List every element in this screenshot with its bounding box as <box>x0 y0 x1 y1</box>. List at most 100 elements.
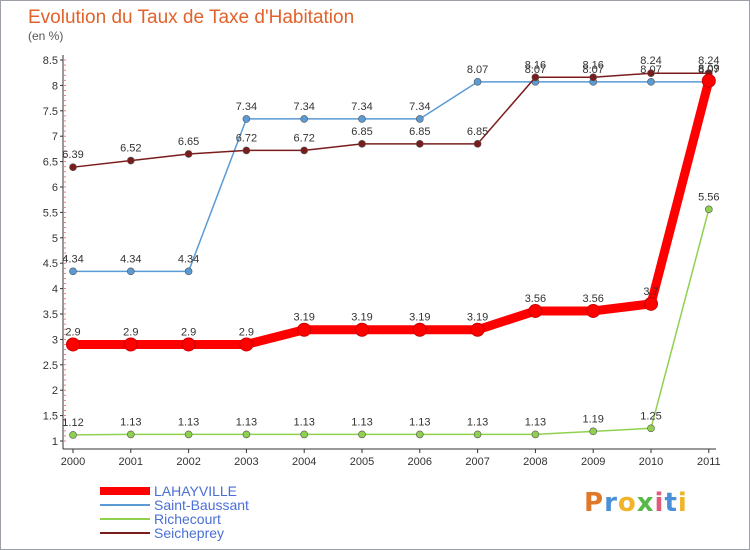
x-tick-label: 2005 <box>350 456 374 468</box>
y-tick-label: 4 <box>52 284 58 296</box>
data-label: 1.12 <box>62 417 83 429</box>
data-label: 2.9 <box>239 326 254 338</box>
y-tick-label: 3.5 <box>43 309 58 321</box>
data-label: 6.72 <box>293 132 314 144</box>
series-line-seicheprey <box>72 72 709 168</box>
data-point <box>586 303 601 318</box>
data-point <box>473 78 482 86</box>
data-label: 3.56 <box>582 293 603 305</box>
x-tick-label: 2001 <box>119 456 143 468</box>
data-point <box>69 267 77 276</box>
data-point <box>473 430 482 439</box>
logo-letter: t <box>664 488 678 518</box>
legend-label-seicheprey: Seicheprey <box>154 525 225 541</box>
logo-letter: x <box>636 488 655 518</box>
data-label: 6.39 <box>62 149 83 161</box>
data-point <box>647 69 655 78</box>
data-label: 2.9 <box>181 326 196 338</box>
data-label: 8.07 <box>525 64 546 76</box>
data-point <box>184 150 193 158</box>
x-tick-label: 2003 <box>234 456 258 468</box>
legend-item-lahayville: LAHAYVILLE <box>100 484 249 498</box>
data-label: 3.19 <box>293 312 314 324</box>
data-label: 1.25 <box>640 410 661 422</box>
y-tick-label: 6.5 <box>43 157 58 169</box>
data-label: 1.13 <box>525 416 546 428</box>
chart-legend: LAHAYVILLE Saint-Baussant Richecourt Sei… <box>100 484 249 540</box>
data-point <box>184 267 193 276</box>
data-point <box>300 115 309 123</box>
data-label: 7.34 <box>236 101 257 113</box>
y-tick-label: 5 <box>52 233 58 245</box>
legend-swatch-lahayville <box>100 487 150 495</box>
data-label: 6.85 <box>351 126 372 138</box>
y-tick-label: 6 <box>52 182 58 194</box>
y-tick-label: 2 <box>52 385 58 397</box>
series-line-richecourt <box>72 209 710 436</box>
data-label: 3.7 <box>643 286 658 298</box>
y-tick-label: 1.5 <box>43 411 58 423</box>
y-tick-label: 7 <box>52 131 58 143</box>
data-label: 1.13 <box>409 416 430 428</box>
data-label: 8.24 <box>698 55 719 67</box>
legend-swatch-seicheprey <box>100 532 150 534</box>
data-point <box>701 73 716 88</box>
data-point <box>589 73 598 82</box>
y-tick-label: 5.5 <box>43 207 58 219</box>
data-point <box>355 322 369 337</box>
data-label: 8.24 <box>640 55 661 67</box>
data-point <box>123 337 138 352</box>
legend-label-richecourt: Richecourt <box>154 511 221 527</box>
data-label: 6.85 <box>467 126 488 138</box>
data-label: 8.07 <box>467 64 488 76</box>
data-label: 4.34 <box>62 253 83 265</box>
data-point <box>66 337 80 352</box>
data-point <box>184 430 193 439</box>
data-label: 6.72 <box>236 132 257 144</box>
logo-letter: i <box>654 488 665 518</box>
data-label: 4.34 <box>120 253 141 265</box>
legend-label-lahayville: LAHAYVILLE <box>154 483 238 499</box>
x-tick-label: 2004 <box>292 456 316 468</box>
data-point <box>181 337 196 352</box>
chart-title: Evolution du Taux de Taxe d'Habitation <box>28 7 355 28</box>
data-label: 8.16 <box>582 59 603 71</box>
data-label: 5.56 <box>698 191 719 203</box>
data-label: 2.9 <box>123 326 138 338</box>
data-label: 3.56 <box>525 293 546 305</box>
y-tick-label: 2.5 <box>43 360 58 372</box>
x-tick-label: 2006 <box>408 456 432 468</box>
proxiti-logo: Proxiti <box>584 488 688 518</box>
data-label: 8.16 <box>525 59 546 71</box>
data-point <box>300 146 309 155</box>
data-point <box>415 115 424 123</box>
logo-letter: o <box>617 488 637 518</box>
data-point <box>127 267 135 276</box>
x-tick-label: 2008 <box>523 456 547 468</box>
logo-letter: P <box>584 488 605 518</box>
data-point <box>531 430 540 439</box>
x-tick-label: 2007 <box>465 456 489 468</box>
data-point <box>358 140 366 148</box>
series-line-lahayville <box>73 79 714 349</box>
data-point <box>589 427 598 436</box>
x-tick-label: 2011 <box>697 456 721 468</box>
data-point <box>470 322 485 337</box>
y-tick-label: 4.5 <box>43 258 58 270</box>
data-label: 2.9 <box>65 326 80 338</box>
legend-item-seicheprey: Seicheprey <box>100 526 249 540</box>
data-point <box>69 431 77 439</box>
data-label: 1.13 <box>178 416 199 428</box>
data-label: 7.34 <box>293 101 314 113</box>
data-point <box>300 430 309 439</box>
legend-swatch-richecourt <box>100 518 150 520</box>
data-point <box>647 424 655 433</box>
data-label: 8.07 <box>582 64 603 76</box>
logo-letter: i <box>677 488 688 518</box>
legend-item-saint-baussant: Saint-Baussant <box>100 498 249 512</box>
logo-letter: r <box>604 488 618 518</box>
data-point <box>528 303 543 318</box>
y-tick-label: 3 <box>52 334 58 346</box>
data-point <box>644 296 658 311</box>
data-point <box>415 430 424 439</box>
